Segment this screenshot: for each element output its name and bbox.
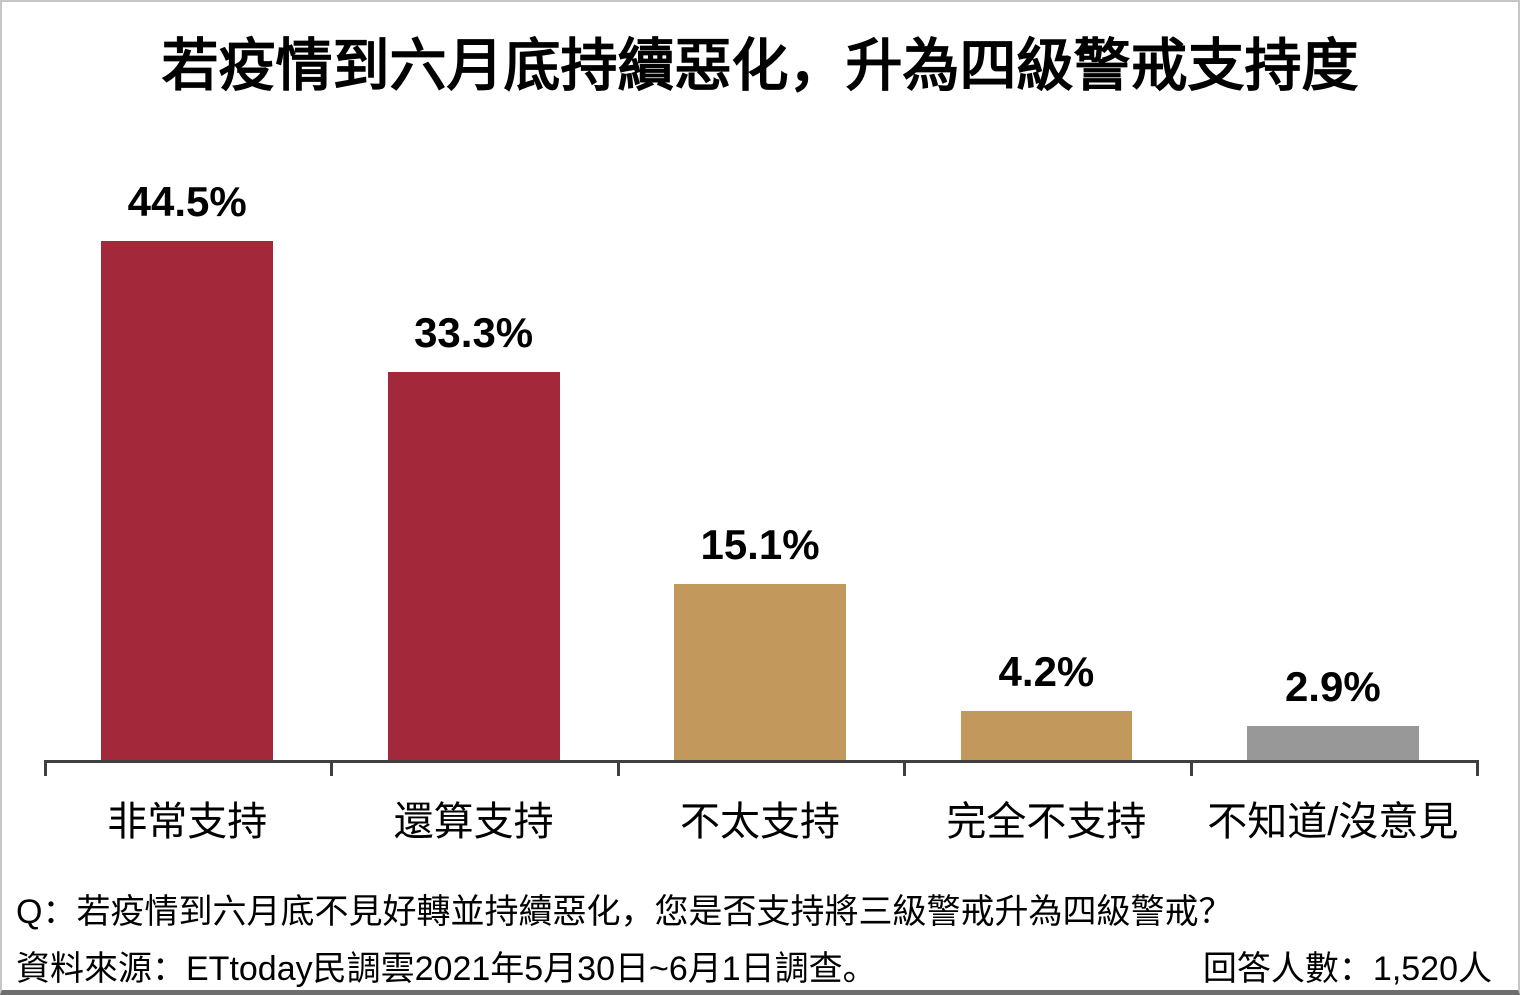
bar-2 [387, 371, 560, 760]
bar-1 [101, 241, 274, 760]
bar-group-1: 44.5% [44, 177, 330, 760]
category-axis-labels: 非常支持 還算支持 不太支持 完全不支持 不知道/沒意見 [44, 797, 1476, 847]
bar-value-label: 44.5% [127, 178, 247, 226]
chart-title: 若疫情到六月底持續惡化，升為四級警戒支持度 [161, 34, 1359, 98]
axis-tick [1193, 763, 1480, 776]
bar-group-4: 4.2% [903, 177, 1189, 760]
axis-tick [620, 763, 907, 776]
bar-4 [960, 711, 1133, 760]
category-label-2: 還算支持 [393, 800, 554, 844]
bar-group-3: 15.1% [617, 177, 903, 760]
category-label-3: 不太支持 [680, 800, 841, 844]
footer-question-text: Q：若疫情到六月底不見好轉並持續惡化，您是否支持將三級警戒升為四級警戒？ [16, 893, 1233, 931]
x-axis [44, 760, 1480, 776]
bar-value-label: 4.2% [998, 648, 1095, 696]
category-label-4: 完全不支持 [946, 800, 1147, 844]
bar-group-2: 33.3% [330, 177, 616, 760]
bar-value-label: 2.9% [1284, 663, 1381, 711]
bar-value-label: 33.3% [414, 308, 534, 356]
bar-3 [674, 583, 846, 760]
bar-5 [1246, 726, 1419, 760]
category-label-5: 不知道/沒意見 [1207, 800, 1459, 844]
bar-value-label: 15.1% [700, 520, 820, 568]
bar-group-5: 2.9% [1190, 177, 1476, 760]
category-label-1: 非常支持 [107, 800, 268, 844]
footer-source-text: 資料來源：ETtoday民調雲2021年5月30日~6月1日調查。 [16, 950, 877, 988]
plot-area: 44.5% 33.3% 15.1% 4.2% 2.9% [44, 177, 1476, 760]
axis-tick [47, 763, 334, 776]
footer-respondents-count: 回答人數：1,520人 [1202, 950, 1492, 988]
axis-tick [333, 763, 620, 776]
axis-tick [906, 763, 1193, 776]
